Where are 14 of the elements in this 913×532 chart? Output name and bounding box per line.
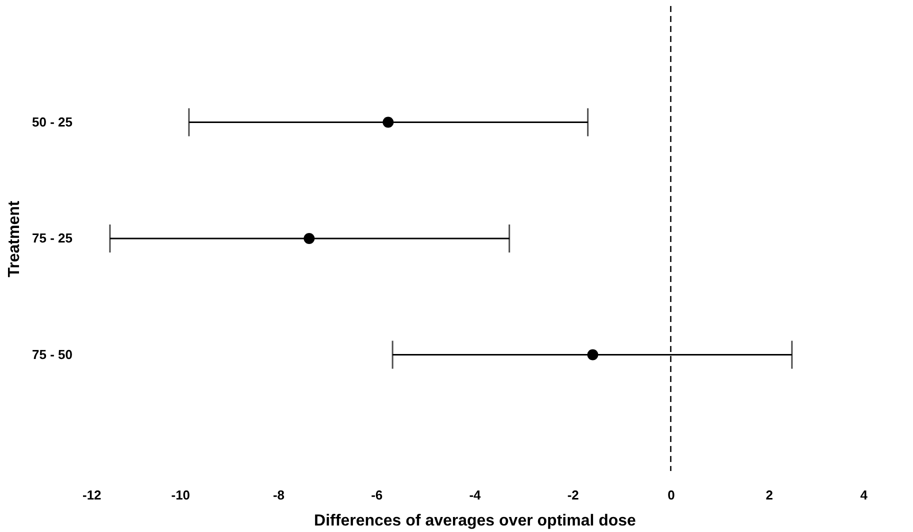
y-tick-label: 75 - 25 xyxy=(32,230,72,246)
x-tick-label: -4 xyxy=(469,488,482,502)
x-tick-label: -10 xyxy=(171,488,190,502)
x-tick-label: -8 xyxy=(272,488,285,502)
x-tick-label: -6 xyxy=(371,488,383,502)
x-tick-label: -12 xyxy=(82,488,102,502)
x-tick-label: 0 xyxy=(668,488,675,502)
x-tick-label: 4 xyxy=(860,488,868,502)
x-axis-title: Differences of averages over optimal dose xyxy=(314,512,636,530)
y-axis-title: Treatment xyxy=(6,200,24,278)
y-tick-label: 50 - 25 xyxy=(32,114,72,130)
x-tick-label: -2 xyxy=(567,488,579,502)
y-tick-label: 75 - 50 xyxy=(32,346,72,362)
x-tick-label: 2 xyxy=(766,488,773,502)
